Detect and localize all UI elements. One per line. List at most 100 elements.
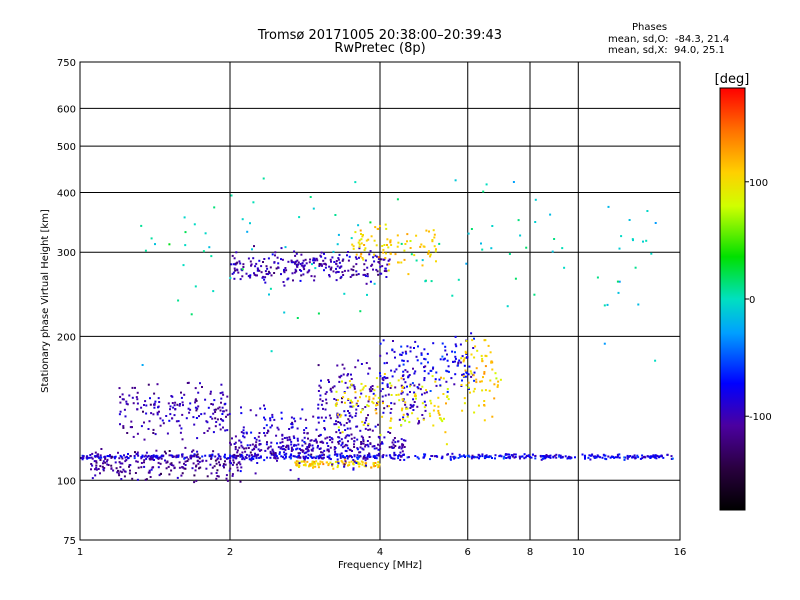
- data-point: [366, 266, 369, 269]
- data-point: [255, 446, 258, 449]
- data-point: [312, 462, 315, 465]
- data-point: [449, 458, 452, 461]
- data-point: [671, 457, 674, 460]
- data-point: [555, 453, 558, 456]
- data-point: [319, 394, 322, 397]
- data-point: [348, 448, 351, 451]
- data-point: [233, 263, 235, 266]
- data-point: [379, 342, 382, 345]
- data-point: [210, 403, 213, 405]
- data-point: [232, 271, 235, 274]
- data-point: [347, 464, 349, 467]
- data-point: [236, 269, 239, 272]
- data-point: [265, 443, 268, 446]
- data-point: [352, 468, 355, 471]
- data-point: [169, 413, 172, 416]
- data-point: [403, 258, 406, 261]
- data-point: [342, 258, 345, 261]
- data-point: [329, 389, 332, 391]
- data-point: [273, 418, 276, 421]
- data-point: [408, 421, 411, 424]
- data-point: [463, 397, 466, 400]
- data-point: [152, 428, 155, 431]
- data-point: [294, 461, 297, 464]
- data-point: [446, 370, 449, 373]
- data-point: [316, 259, 319, 262]
- data-point: [307, 448, 310, 451]
- data-point: [274, 251, 277, 254]
- data-point: [208, 427, 211, 430]
- data-point: [90, 456, 93, 459]
- data-point: [329, 446, 332, 449]
- data-point: [288, 438, 291, 441]
- data-point: [392, 443, 395, 446]
- data-point: [284, 267, 287, 269]
- data-point: [121, 398, 124, 401]
- data-point: [302, 259, 305, 262]
- data-point: [413, 391, 416, 394]
- data-point: [402, 453, 405, 456]
- data-point: [523, 457, 526, 460]
- data-point: [388, 405, 390, 408]
- data-point: [267, 270, 270, 273]
- data-point: [381, 265, 384, 268]
- data-point: [555, 456, 558, 459]
- data-point: [266, 447, 269, 450]
- data-point: [110, 464, 113, 467]
- data-point: [217, 475, 220, 478]
- data-point: [120, 455, 123, 458]
- data-point: [293, 417, 296, 420]
- data-point: [406, 360, 409, 363]
- y-axis-label: Stationary phase Virtual Height [km]: [40, 209, 51, 393]
- data-point: [333, 385, 336, 388]
- data-point: [376, 270, 379, 273]
- data-point: [162, 454, 165, 457]
- data-point: [153, 459, 155, 461]
- data-point: [231, 455, 234, 458]
- data-point: [636, 454, 639, 457]
- data-point: [264, 270, 267, 273]
- data-point: [494, 372, 497, 375]
- data-point: [370, 466, 373, 469]
- data-point: [525, 246, 528, 249]
- data-point: [80, 457, 83, 460]
- data-point: [404, 369, 407, 372]
- data-point: [354, 415, 357, 417]
- data-point: [347, 269, 350, 272]
- data-point: [402, 413, 405, 416]
- data-point: [355, 412, 358, 415]
- data-point: [616, 453, 619, 456]
- data-point: [400, 261, 403, 264]
- data-point: [364, 445, 367, 448]
- data-point: [337, 462, 340, 465]
- data-point: [225, 415, 227, 418]
- data-point: [377, 256, 380, 259]
- data-point: [241, 451, 244, 454]
- data-point: [362, 442, 365, 445]
- data-point: [393, 437, 396, 439]
- data-point: [446, 359, 449, 362]
- data-point: [283, 271, 286, 274]
- data-point: [464, 375, 467, 378]
- data-point: [272, 454, 275, 456]
- data-point: [277, 428, 280, 431]
- data-point: [309, 439, 312, 442]
- data-point: [297, 452, 300, 455]
- data-point: [423, 453, 426, 456]
- data-point: [470, 228, 473, 230]
- data-point: [388, 446, 391, 449]
- data-point: [98, 457, 101, 460]
- data-point: [269, 426, 272, 429]
- data-point: [390, 445, 393, 448]
- data-point: [152, 466, 155, 469]
- data-point: [401, 359, 404, 362]
- data-point: [358, 245, 361, 248]
- data-point: [293, 437, 296, 439]
- data-point: [370, 264, 373, 267]
- data-point: [281, 438, 284, 441]
- data-point: [335, 431, 338, 434]
- data-point: [646, 210, 649, 212]
- data-point: [361, 463, 364, 466]
- data-point: [150, 237, 153, 240]
- data-point: [141, 454, 144, 457]
